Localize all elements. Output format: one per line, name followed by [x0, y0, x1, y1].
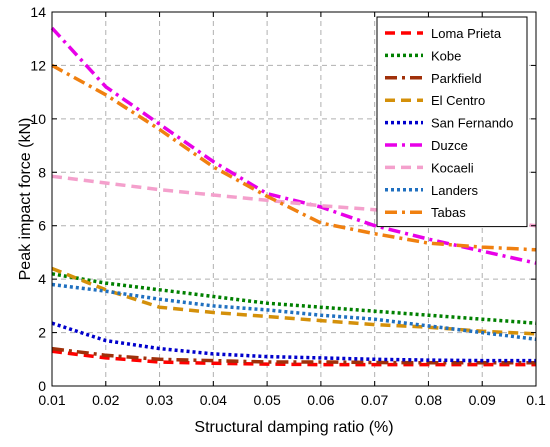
y-tick-label: 14: [30, 4, 46, 20]
legend-box: [376, 16, 528, 228]
legend-entry-label: San Fernando: [431, 116, 513, 131]
y-axis-label: Peak impact force (kN): [17, 118, 34, 281]
legend-entry-label: Landers: [431, 183, 478, 198]
y-tick-label: 2: [38, 325, 46, 341]
y-tick-label: 12: [30, 57, 46, 73]
x-tick-label: 0.06: [307, 392, 334, 408]
legend-entry-label: Loma Prieta: [431, 26, 502, 41]
legend-entry-label: Parkfield: [431, 71, 482, 86]
x-axis-label: Structural damping ratio (%): [194, 419, 393, 436]
legend-entry-label: Tabas: [431, 205, 466, 220]
x-tick-label: 0.09: [469, 392, 496, 408]
x-tick-label: 0.07: [361, 392, 388, 408]
x-tick-label: 0.01: [38, 392, 65, 408]
legend-entry-label: El Centro: [431, 93, 485, 108]
x-tick-label: 0.03: [146, 392, 173, 408]
series-line-landers: [51, 282, 537, 342]
legend-entry-label: Kocaeli: [431, 160, 474, 175]
legend: Loma Prieta Kobe Parkfield El Centro San Fer…: [376, 16, 528, 228]
series-line-duzce: [50, 26, 537, 265]
y-axis-ticks: 0 2 4 6 8 10 12 14: [30, 4, 536, 394]
y-tick-label: 0: [38, 378, 46, 394]
x-tick-label: 0.05: [253, 392, 280, 408]
series-line-parkfield: [51, 346, 536, 365]
series-line-el-centro: [51, 266, 537, 336]
plot-frame: [51, 11, 537, 387]
series-line-loma-prieta: [51, 349, 536, 367]
x-axis-ticks: 0.01 0.02 0.03 0.04 0.05 0.06 0.07 0.08 0.09 0.1: [38, 12, 546, 408]
legend-entry-label: Kobe: [431, 48, 461, 63]
y-tick-label: 10: [30, 111, 46, 127]
x-tick-label: 0.1: [526, 392, 546, 408]
legend-entry-label: Duzce: [431, 138, 468, 153]
y-tick-label: 4: [38, 271, 46, 287]
x-tick-label: 0.04: [200, 392, 227, 408]
y-tick-label: 8: [38, 164, 46, 180]
y-tick-label: 6: [38, 218, 46, 234]
x-tick-label: 0.08: [415, 392, 442, 408]
series-line-kobe: [51, 272, 537, 325]
series-line-tabas: [51, 63, 537, 252]
x-tick-label: 0.02: [92, 392, 119, 408]
